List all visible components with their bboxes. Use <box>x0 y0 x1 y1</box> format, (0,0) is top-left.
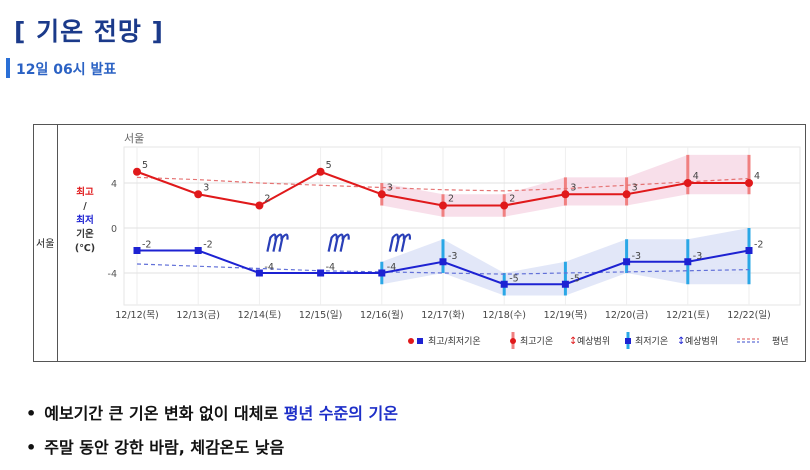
min-temp-point-1 <box>194 247 202 254</box>
max-temp-point-6 <box>500 201 509 210</box>
row-header: 서울 <box>34 125 58 361</box>
max-temp-label-2: 2 <box>264 194 270 205</box>
legend-label-3: 최저기온 <box>635 336 668 347</box>
min-temp-point-9 <box>684 258 692 266</box>
row-label: 서울 <box>36 239 55 250</box>
min-temp-label-10: -2 <box>754 240 763 251</box>
max-temp-point-9 <box>683 179 692 187</box>
plot-border <box>123 146 801 306</box>
min-temp-point-2 <box>255 269 263 277</box>
min-temp-point-8 <box>623 258 631 266</box>
ylabel-line-1: / <box>83 201 87 212</box>
min-temp-point-0 <box>133 247 141 254</box>
summary-item-1: • 예보기간 큰 기온 변화 없이 대체로 평년 수준의 기온 <box>26 404 398 423</box>
summary-list: • 예보기간 큰 기온 변화 없이 대체로 평년 수준의 기온 • 주말 동안 강한… <box>26 400 398 468</box>
ylabel-line-0: 최고 <box>76 186 94 198</box>
x-tick-label-6: 12/18(수) <box>482 310 526 321</box>
strong-wind-icon-1 <box>327 233 350 252</box>
summary-item-2: • 주말 동안 강한 바람, 체감온도 낮음 <box>26 438 285 457</box>
x-tick-label-3: 12/15(일) <box>299 310 343 321</box>
max-temp-label-8: 3 <box>632 182 638 193</box>
ylabel-line-2: 최저 <box>76 214 93 226</box>
ylabel-line-3: 기온 <box>76 228 94 240</box>
legend-min-square <box>417 338 423 344</box>
forecast-panel: 서울 최고 / 최저 기온 (℃) 서울 4 0 -4 5 3 2 5 3 2 2 3 3 4 4 -2 -2 -4 -4 -4… <box>33 124 806 362</box>
x-tick-label-2: 12/14(토) <box>238 310 282 321</box>
x-tick-label-8: 12/20(금) <box>605 310 649 321</box>
x-tick-label-1: 12/13(금) <box>176 310 220 321</box>
ylabel-line-4: (℃) <box>75 243 95 254</box>
min-temp-point-4 <box>378 269 386 277</box>
max-temp-point-2 <box>255 201 264 210</box>
max-temp-point-10 <box>745 179 753 187</box>
wind-stroke <box>339 233 350 252</box>
announcement-time: 12일 06시 발표 <box>16 62 117 78</box>
max-temp-point-3 <box>316 167 325 176</box>
x-tick-label-10: 12/22(일) <box>727 310 771 321</box>
min-temp-label-4: -4 <box>387 262 396 273</box>
x-tick-label-0: 12/12(목) <box>115 310 159 321</box>
chart-title: 서울 <box>124 132 144 145</box>
max-temp-point-1 <box>194 190 203 199</box>
min-temp-label-9: -3 <box>693 251 702 262</box>
min-temp-point-3 <box>317 269 325 277</box>
x-tick-label-7: 12/19(목) <box>544 310 588 321</box>
legend-range-arrow-1: ↕ <box>569 336 577 347</box>
min-temp-label-3: -4 <box>326 262 335 273</box>
x-tick-label-9: 12/21(토) <box>666 310 710 321</box>
y-tick-label-2: -4 <box>108 269 117 280</box>
legend-label-4: 예상범위 <box>685 336 718 347</box>
min-temp-label-8: -3 <box>632 251 641 262</box>
y-tick-label-1: 0 <box>111 224 117 235</box>
max-temp-label-1: 3 <box>203 182 209 193</box>
strong-wind-icon-0 <box>266 233 289 252</box>
max-temp-label-10: 4 <box>754 171 760 182</box>
wind-stroke <box>278 233 289 252</box>
max-temp-point-7 <box>561 190 570 199</box>
page-title: [ 기온 전망 ] <box>14 17 164 46</box>
max-temp-label-4: 3 <box>387 182 393 193</box>
min-temp-label-1: -2 <box>203 240 212 251</box>
min-temp-point-6 <box>500 280 508 288</box>
min-temp-point-7 <box>561 280 569 288</box>
max-temp-label-9: 4 <box>693 171 699 182</box>
y-tick-label-0: 4 <box>111 179 117 190</box>
legend-label-2: 예상범위 <box>577 336 610 347</box>
summary-text-2: 주말 동안 강한 바람, 체감온도 낮음 <box>44 438 285 457</box>
max-temp-point-4 <box>377 190 386 199</box>
legend-label-0: 최고/최저기온 <box>428 336 481 347</box>
max-temp-point-8 <box>622 190 631 199</box>
max-temp-label-5: 2 <box>448 194 454 205</box>
min-temp-label-5: -3 <box>448 251 457 262</box>
min-temp-label-0: -2 <box>142 240 151 251</box>
min-temp-point-10 <box>745 247 753 254</box>
legend-min-point <box>625 338 631 344</box>
max-temp-point-0 <box>133 167 141 176</box>
max-temp-point-5 <box>439 201 447 210</box>
legend-max-dot <box>408 338 414 344</box>
subtitle-marker <box>6 58 10 78</box>
max-temp-label-6: 2 <box>509 194 515 205</box>
legend-range-arrow-2: ↕ <box>677 336 685 347</box>
strong-wind-icon-2 <box>388 233 412 252</box>
legend-max-point <box>510 338 516 344</box>
min-temp-point-5 <box>439 258 447 266</box>
x-tick-label-5: 12/17(화) <box>421 310 465 321</box>
max-temp-label-3: 5 <box>326 160 332 171</box>
legend-label-5: 평년 <box>772 336 789 347</box>
legend-label-1: 최고기온 <box>520 336 553 347</box>
max-temp-label-0: 5 <box>142 160 148 171</box>
max-temp-label-7: 3 <box>570 182 576 193</box>
summary-highlight-1: 평년 수준의 기온 <box>283 404 398 423</box>
x-tick-label-4: 12/16(월) <box>360 309 404 321</box>
min-temp-label-7: -5 <box>570 273 579 284</box>
min-temp-label-2: -4 <box>264 262 273 273</box>
wind-stroke <box>400 233 412 252</box>
summary-text-1: 예보기간 큰 기온 변화 없이 대체로 <box>44 404 284 423</box>
min-temp-label-6: -5 <box>509 273 518 284</box>
